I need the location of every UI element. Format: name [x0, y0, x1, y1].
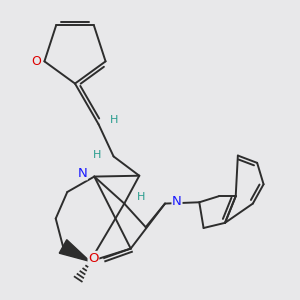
Polygon shape [59, 240, 90, 261]
Text: O: O [31, 55, 41, 68]
Text: H: H [93, 150, 101, 160]
Text: O: O [88, 251, 99, 265]
Text: H: H [137, 192, 146, 202]
Text: H: H [110, 115, 118, 125]
Text: N: N [77, 167, 87, 180]
Text: N: N [172, 195, 182, 208]
